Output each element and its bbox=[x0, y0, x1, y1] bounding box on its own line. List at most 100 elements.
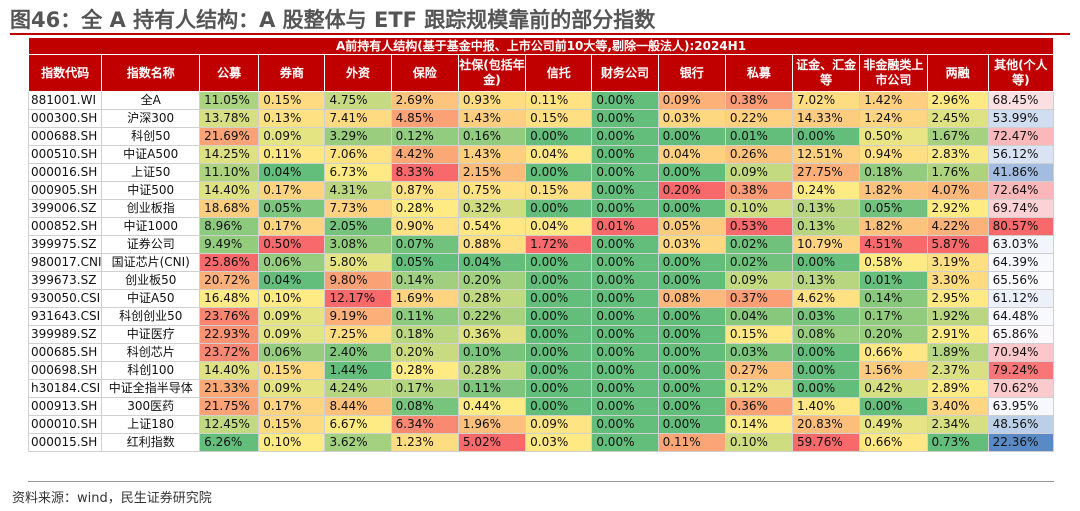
holding-share-cell: 0.00% bbox=[657, 271, 726, 290]
column-header: 非金融类上市公司 bbox=[859, 54, 928, 92]
holding-share-cell: 0.38% bbox=[724, 181, 794, 200]
holding-share-cell: 14.25% bbox=[199, 145, 260, 164]
column-header: 证金、汇金等 bbox=[792, 54, 861, 92]
holding-share-cell: 11.10% bbox=[199, 163, 260, 182]
holding-share-cell: 0.12% bbox=[390, 127, 459, 146]
index-name-cell: 上证50 bbox=[101, 163, 201, 182]
holding-share-cell: 9.49% bbox=[199, 235, 260, 254]
table-row: 980017.CNI 国证芯片(CNI) 25.86% 0.06% 5.80% 0.05%… bbox=[27, 253, 1055, 272]
holding-share-cell: 0.15% bbox=[525, 109, 593, 128]
holding-share-cell: 0.13% bbox=[792, 199, 861, 218]
holding-share-cell: 21.75% bbox=[199, 397, 260, 416]
holding-share-cell: 0.00% bbox=[859, 397, 928, 416]
index-name-cell: 中证A50 bbox=[101, 289, 201, 308]
holding-share-cell: 2.69% bbox=[390, 91, 459, 110]
holding-share-cell: 2.40% bbox=[324, 343, 392, 362]
holding-share-cell: 0.14% bbox=[390, 271, 459, 290]
holding-share-cell: 0.03% bbox=[792, 307, 861, 326]
holding-share-cell: 22.36% bbox=[987, 433, 1055, 452]
holding-share-cell: 0.38% bbox=[724, 91, 794, 110]
holding-share-cell: 1.96% bbox=[457, 415, 527, 434]
holding-share-cell: 0.18% bbox=[390, 325, 459, 344]
index-code-cell: 881001.WI bbox=[27, 91, 103, 110]
column-header: 其他(个人等) bbox=[987, 54, 1055, 92]
holding-share-cell: 64.48% bbox=[987, 307, 1055, 326]
holding-share-cell: 0.04% bbox=[258, 271, 326, 290]
table-row: 399006.SZ 创业板指 18.68% 0.05% 7.73% 0.28% 0.32% 0… bbox=[27, 199, 1055, 218]
table-row: 000510.SH 中证A500 14.25% 0.11% 7.06% 4.42% 1.43… bbox=[27, 145, 1055, 164]
holding-share-cell: 14.33% bbox=[792, 109, 861, 128]
index-code-cell: h30184.CSI bbox=[27, 379, 103, 398]
holding-share-cell: 0.09% bbox=[724, 163, 794, 182]
holding-share-cell: 0.66% bbox=[859, 433, 928, 452]
column-header: 两融 bbox=[926, 54, 989, 92]
holding-share-cell: 0.28% bbox=[457, 361, 527, 380]
holding-share-cell: 18.68% bbox=[199, 199, 260, 218]
holding-share-cell: 0.00% bbox=[792, 253, 861, 272]
holding-share-cell: 1.92% bbox=[926, 307, 989, 326]
holding-share-cell: 0.07% bbox=[390, 235, 459, 254]
holding-share-cell: 0.00% bbox=[525, 127, 593, 146]
column-header: 信托 bbox=[525, 54, 593, 92]
holding-share-cell: 0.08% bbox=[792, 325, 861, 344]
index-name-cell: 科创创业50 bbox=[101, 307, 201, 326]
holding-share-cell: 0.94% bbox=[859, 145, 928, 164]
holding-share-cell: 69.74% bbox=[987, 199, 1055, 218]
holding-share-cell: 0.05% bbox=[859, 199, 928, 218]
holding-share-cell: 72.47% bbox=[987, 127, 1055, 146]
holding-share-cell: 0.00% bbox=[591, 145, 659, 164]
index-code-cell: 000685.SH bbox=[27, 343, 103, 362]
index-name-cell: 300医药 bbox=[101, 397, 201, 416]
table-row: 000300.SH 沪深300 13.78% 0.13% 7.41% 4.85% 1.43%… bbox=[27, 109, 1055, 128]
holding-share-cell: 0.09% bbox=[258, 379, 326, 398]
page-title: 图46：全 A 持有人结构：A 股整体与 ETF 跟踪规模靠前的部分指数 bbox=[10, 8, 656, 32]
holding-share-cell: 0.32% bbox=[457, 199, 527, 218]
holding-share-cell: 0.90% bbox=[390, 217, 459, 236]
holding-share-cell: 0.15% bbox=[258, 415, 326, 434]
holding-share-cell: 0.00% bbox=[591, 325, 659, 344]
holding-share-cell: 1.89% bbox=[926, 343, 989, 362]
holding-share-cell: 0.00% bbox=[525, 253, 593, 272]
table-row: 000010.SH 上证180 12.45% 0.15% 6.67% 6.34% 1.96%… bbox=[27, 415, 1055, 434]
holding-share-cell: 0.04% bbox=[258, 163, 326, 182]
holding-share-cell: 0.00% bbox=[657, 163, 726, 182]
holding-share-cell: 0.00% bbox=[591, 199, 659, 218]
holding-share-cell: 0.01% bbox=[859, 271, 928, 290]
holding-share-cell: 0.00% bbox=[591, 181, 659, 200]
holding-share-cell: 0.11% bbox=[390, 307, 459, 326]
column-header-row: 指数代码 指数名称 公募 券商 外资 保险 社保(包括年金) 信托 财务公司 银行 私募 证金、汇金等… bbox=[27, 54, 1055, 92]
index-name-cell: 沪深300 bbox=[101, 109, 201, 128]
holding-share-cell: 0.54% bbox=[457, 217, 527, 236]
holding-share-cell: 0.22% bbox=[457, 307, 527, 326]
holding-share-cell: 0.00% bbox=[657, 325, 726, 344]
index-name-cell: 红利指数 bbox=[101, 433, 201, 452]
holding-share-cell: 1.82% bbox=[859, 181, 928, 200]
holding-share-cell: 20.83% bbox=[792, 415, 861, 434]
index-code-cell: 399673.SZ bbox=[27, 271, 103, 290]
holding-share-cell: 20.72% bbox=[199, 271, 260, 290]
index-code-cell: 000300.SH bbox=[27, 109, 103, 128]
holding-share-cell: 0.10% bbox=[258, 289, 326, 308]
holding-share-cell: 2.05% bbox=[324, 217, 392, 236]
holding-share-cell: 1.40% bbox=[792, 397, 861, 416]
holding-share-cell: 0.00% bbox=[591, 379, 659, 398]
holding-share-cell: 3.62% bbox=[324, 433, 392, 452]
index-code-cell: 399975.SZ bbox=[27, 235, 103, 254]
holding-share-cell: 4.85% bbox=[390, 109, 459, 128]
holding-share-cell: 0.00% bbox=[591, 163, 659, 182]
holding-share-cell: 80.57% bbox=[987, 217, 1055, 236]
holding-share-cell: 2.34% bbox=[926, 415, 989, 434]
holding-share-cell: 0.93% bbox=[457, 91, 527, 110]
holding-share-cell: 0.50% bbox=[258, 235, 326, 254]
holding-share-cell: 0.88% bbox=[457, 235, 527, 254]
holding-share-cell: 0.16% bbox=[457, 127, 527, 146]
holding-share-cell: 11.05% bbox=[199, 91, 260, 110]
holding-share-cell: 3.08% bbox=[324, 235, 392, 254]
holding-share-cell: 0.00% bbox=[792, 343, 861, 362]
holding-share-cell: 0.00% bbox=[525, 361, 593, 380]
holding-share-cell: 0.12% bbox=[724, 379, 794, 398]
holding-share-cell: 0.09% bbox=[258, 325, 326, 344]
holding-share-cell: 3.19% bbox=[926, 253, 989, 272]
holding-share-cell: 25.86% bbox=[199, 253, 260, 272]
holding-share-cell: 14.40% bbox=[199, 181, 260, 200]
